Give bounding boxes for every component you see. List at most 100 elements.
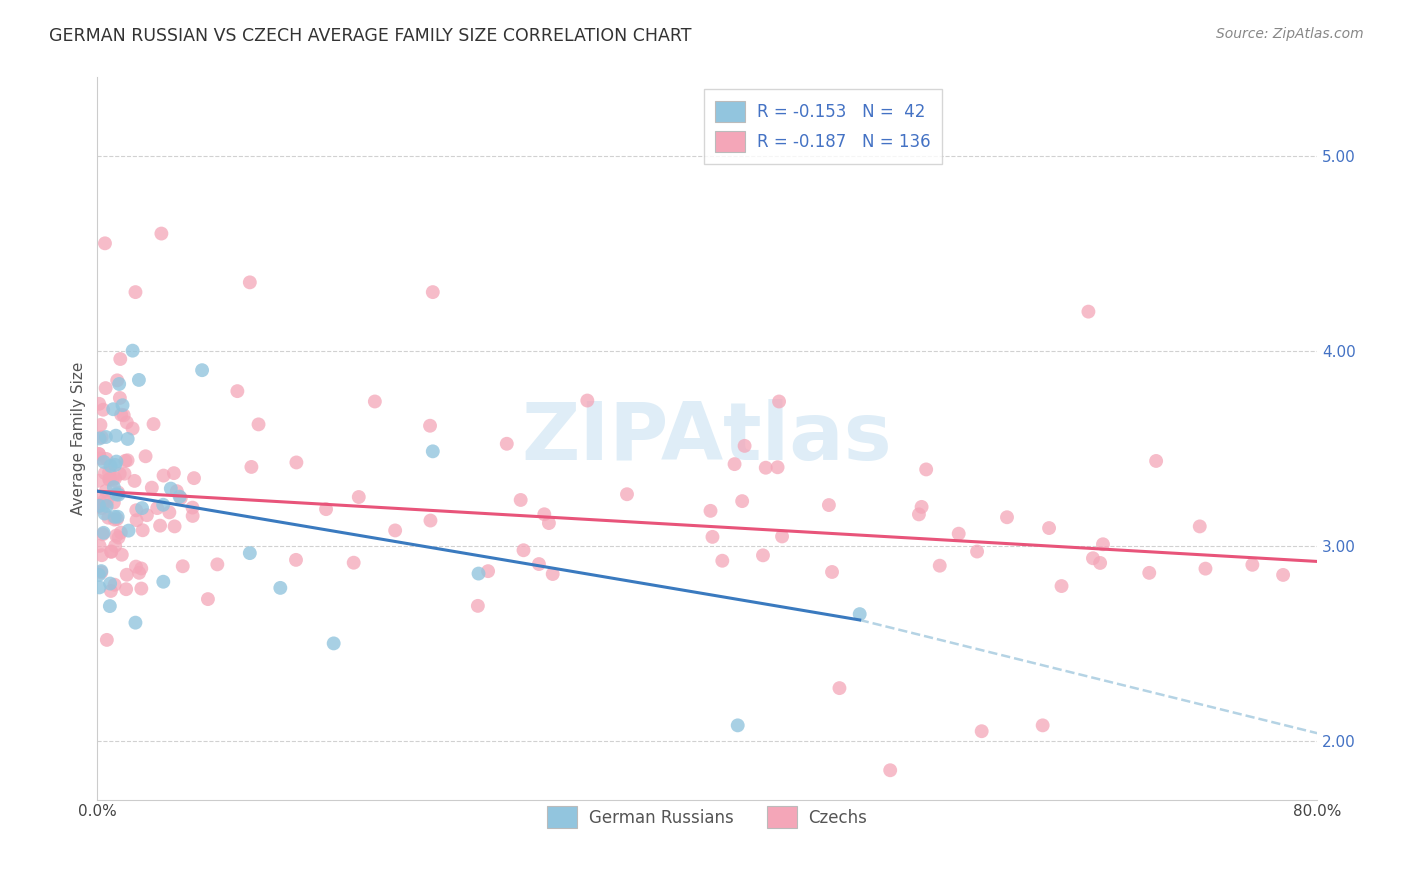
Point <box>125 559 148 574</box>
Point <box>108 376 131 391</box>
Point <box>770 529 793 543</box>
Point <box>90 564 112 578</box>
Point <box>91 402 114 417</box>
Point <box>93 507 115 521</box>
Point <box>970 724 993 739</box>
Point <box>94 430 117 444</box>
Point <box>94 466 117 480</box>
Point <box>89 539 111 553</box>
Point <box>141 481 163 495</box>
Point <box>181 508 204 523</box>
Point <box>105 487 128 501</box>
Point <box>135 508 157 523</box>
Point <box>315 502 337 516</box>
Point <box>226 384 249 398</box>
Point <box>163 466 186 480</box>
Point <box>90 548 112 562</box>
Point <box>94 483 117 498</box>
Point <box>87 499 110 513</box>
Point <box>183 471 205 485</box>
Point <box>150 227 173 241</box>
Point <box>966 544 988 558</box>
Point <box>467 599 489 613</box>
Point <box>131 501 153 516</box>
Point <box>91 527 114 541</box>
Point <box>87 447 110 461</box>
Point <box>98 599 121 613</box>
Point <box>107 531 129 545</box>
Point <box>285 455 308 469</box>
Point <box>1091 537 1114 551</box>
Point <box>711 554 734 568</box>
Point <box>100 458 122 473</box>
Point <box>111 548 134 562</box>
Point <box>527 557 550 571</box>
Point <box>104 539 127 553</box>
Point <box>541 567 564 582</box>
Point <box>128 566 150 580</box>
Point <box>240 459 263 474</box>
Point <box>104 428 127 442</box>
Point <box>142 417 165 431</box>
Point <box>96 499 118 513</box>
Point <box>1272 568 1295 582</box>
Point <box>755 460 778 475</box>
Point <box>117 432 139 446</box>
Point <box>90 566 112 580</box>
Point <box>131 523 153 537</box>
Point <box>828 681 851 695</box>
Point <box>128 373 150 387</box>
Point <box>87 498 110 512</box>
Point <box>97 510 120 524</box>
Point <box>131 582 153 596</box>
Point <box>103 402 125 417</box>
Point <box>702 530 724 544</box>
Point <box>269 581 291 595</box>
Point <box>114 467 136 481</box>
Point <box>821 565 844 579</box>
Point <box>163 519 186 533</box>
Point <box>103 512 125 526</box>
Point <box>285 553 308 567</box>
Point <box>105 512 128 526</box>
Point <box>848 607 870 621</box>
Point <box>135 450 157 464</box>
Point <box>121 343 143 358</box>
Point <box>105 528 128 542</box>
Point <box>347 490 370 504</box>
Point <box>1137 566 1160 580</box>
Point <box>727 718 749 732</box>
Y-axis label: Average Family Size: Average Family Size <box>72 362 86 516</box>
Point <box>731 494 754 508</box>
Point <box>1194 561 1216 575</box>
Point <box>89 397 111 411</box>
Point <box>89 432 111 446</box>
Point <box>1081 551 1104 566</box>
Point <box>152 498 174 512</box>
Point <box>477 564 499 578</box>
Point <box>93 455 115 469</box>
Point <box>87 447 110 461</box>
Point <box>419 514 441 528</box>
Point <box>93 525 115 540</box>
Point <box>98 576 121 591</box>
Point <box>928 558 950 573</box>
Point <box>723 457 745 471</box>
Point <box>152 468 174 483</box>
Point <box>239 276 262 290</box>
Point <box>94 236 117 251</box>
Point <box>343 556 366 570</box>
Point <box>170 491 193 505</box>
Point <box>101 473 124 487</box>
Point <box>110 351 132 366</box>
Point <box>616 487 638 501</box>
Point <box>89 417 111 432</box>
Point <box>191 363 214 377</box>
Point <box>467 566 489 581</box>
Text: ZIPAtlas: ZIPAtlas <box>522 400 893 477</box>
Point <box>96 452 118 467</box>
Point <box>104 458 127 472</box>
Point <box>108 467 131 481</box>
Point <box>533 508 555 522</box>
Point <box>1077 304 1099 318</box>
